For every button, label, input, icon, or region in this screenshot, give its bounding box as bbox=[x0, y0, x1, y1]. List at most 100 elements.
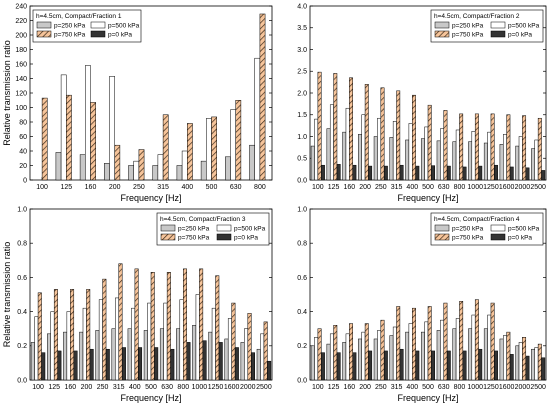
bar-p500 bbox=[244, 328, 249, 381]
bar-p0 bbox=[267, 360, 272, 381]
bar-p250 bbox=[127, 328, 132, 381]
bar-p750 bbox=[380, 87, 385, 181]
bar-p500 bbox=[157, 154, 164, 181]
bar-p750 bbox=[522, 337, 527, 381]
bar-p0 bbox=[352, 164, 357, 181]
bar-p750 bbox=[333, 73, 338, 181]
bar-p250 bbox=[63, 331, 68, 381]
bar-p0 bbox=[57, 350, 62, 381]
bar-p250 bbox=[79, 331, 84, 381]
bar-p500 bbox=[361, 114, 366, 181]
bar-p500 bbox=[34, 316, 39, 381]
bar-p750 bbox=[247, 313, 252, 381]
bar-p0 bbox=[509, 354, 514, 381]
bar-p750 bbox=[259, 13, 266, 181]
legend-title: h=4.5cm, Compact/Fraction 4 bbox=[434, 216, 520, 223]
bar-p750 bbox=[118, 263, 123, 381]
bar-p0 bbox=[41, 352, 46, 381]
bar-p750 bbox=[443, 110, 448, 181]
bar-p750 bbox=[66, 94, 72, 181]
legend-label-p750: p=750 kPa bbox=[178, 235, 210, 242]
legend-swatch-p250 bbox=[160, 224, 176, 232]
bar-p250 bbox=[515, 345, 520, 381]
bar-p750 bbox=[102, 278, 107, 381]
bar-p250 bbox=[468, 328, 473, 381]
x-tick-label: 200 bbox=[81, 384, 93, 391]
x-tick-label: 1250 bbox=[208, 384, 224, 391]
bar-p750 bbox=[166, 272, 171, 381]
bar-p250 bbox=[373, 136, 378, 181]
y-tick-label: 0.2 bbox=[297, 343, 307, 350]
legend: h=4.5cm, Compact/Fraction 2 p=250 kPa p=50… bbox=[430, 9, 544, 43]
bar-p500 bbox=[408, 123, 413, 181]
bar-p250 bbox=[515, 145, 520, 181]
bar-p500 bbox=[392, 326, 397, 381]
legend-swatch-p0 bbox=[490, 233, 506, 241]
bar-p750 bbox=[490, 113, 495, 181]
bar-p750 bbox=[522, 115, 527, 181]
bar-p250 bbox=[420, 138, 425, 181]
legend-box bbox=[430, 9, 544, 43]
bar-p250 bbox=[358, 134, 362, 181]
x-tick-label: 200 bbox=[109, 184, 121, 191]
legend-swatch-p750 bbox=[36, 30, 52, 38]
x-tick-label: 1600 bbox=[499, 384, 515, 391]
chart-panel-4: 0.0 0.2 0.4 0.6 0.8 1.0 100 125 160 200 250 315 400 5… bbox=[297, 206, 547, 403]
bar-p0 bbox=[320, 164, 325, 181]
bar-p750 bbox=[150, 272, 155, 381]
x-tick-label: 250 bbox=[133, 184, 145, 191]
bar-p500 bbox=[345, 333, 350, 381]
bar-p0 bbox=[509, 166, 514, 181]
chart-panel-2: 0.0 0.5 1.0 1.5 2.0 2.5 3.0 3.5 4.0 100 125 160 200 2… bbox=[297, 3, 547, 203]
legend-box bbox=[430, 212, 544, 246]
x-tick-label: 200 bbox=[359, 384, 371, 391]
x-tick-label: 315 bbox=[113, 384, 125, 391]
legend-label-p500: p=500 kPa bbox=[508, 23, 540, 30]
bar-p250 bbox=[483, 328, 488, 381]
legend-swatch-p750 bbox=[434, 233, 450, 241]
x-tick-label: 800 bbox=[454, 184, 466, 191]
x-tick-label: 400 bbox=[406, 184, 418, 191]
bar-p500 bbox=[471, 314, 476, 381]
bar-p0 bbox=[494, 350, 498, 381]
x-tick-label: 315 bbox=[157, 184, 169, 191]
legend-swatch-p250 bbox=[434, 224, 450, 232]
bar-p750 bbox=[215, 275, 220, 381]
x-axis-label: Frequency [Hz] bbox=[120, 393, 181, 403]
bar-p250 bbox=[452, 328, 457, 381]
bar-p500 bbox=[518, 136, 523, 181]
x-tick-label: 2000 bbox=[515, 184, 531, 191]
bar-p250 bbox=[200, 160, 207, 181]
bar-p500 bbox=[487, 131, 492, 181]
bar-p0 bbox=[105, 348, 110, 381]
y-tick-label: 0.0 bbox=[297, 377, 307, 384]
bar-p0 bbox=[478, 165, 483, 181]
legend-swatch-p500 bbox=[216, 224, 232, 232]
bar-p750 bbox=[41, 97, 48, 181]
bar-p250 bbox=[310, 345, 315, 381]
bar-p250 bbox=[176, 165, 183, 181]
y-tick-label: 40 bbox=[19, 148, 27, 155]
y-axis-label: Relative transmission ratio bbox=[2, 242, 12, 348]
bar-p0 bbox=[368, 350, 373, 381]
x-tick-label: 100 bbox=[312, 184, 324, 191]
bar-p500 bbox=[227, 318, 232, 381]
y-tick-label: 160 bbox=[15, 61, 27, 68]
bar-p250 bbox=[326, 343, 331, 381]
x-tick-label: 400 bbox=[181, 184, 193, 191]
bar-p0 bbox=[383, 350, 388, 381]
bar-p750 bbox=[333, 325, 338, 381]
y-tick-label: 0.2 bbox=[17, 343, 27, 350]
bar-p500 bbox=[254, 57, 261, 181]
bar-p500 bbox=[518, 342, 523, 381]
legend-label-p0: p=0 kPa bbox=[108, 32, 132, 39]
bar-p250 bbox=[224, 338, 229, 381]
bar-p750 bbox=[380, 319, 385, 381]
bar-p250 bbox=[499, 338, 504, 381]
bar-p250 bbox=[326, 128, 331, 181]
y-tick-label: 1.0 bbox=[297, 134, 307, 141]
bar-p500 bbox=[50, 311, 55, 381]
legend-label-p0: p=0 kPa bbox=[234, 235, 258, 242]
legend-label-p750: p=750 kPa bbox=[54, 32, 86, 39]
bar-p500 bbox=[503, 134, 507, 181]
